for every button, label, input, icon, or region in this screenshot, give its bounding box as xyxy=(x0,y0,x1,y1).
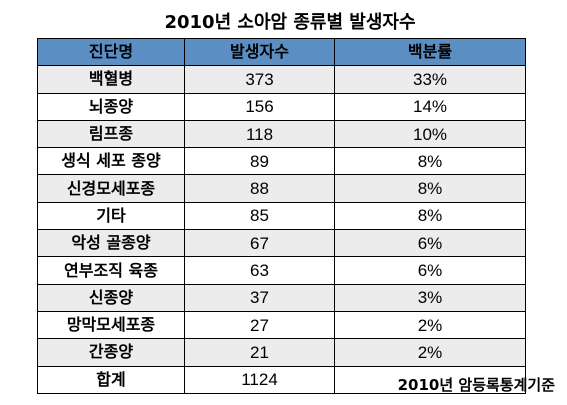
header-cases: 발생자수 xyxy=(184,37,335,67)
cell-total-cases: 1124 xyxy=(184,365,335,394)
header-percent: 백분률 xyxy=(334,37,526,67)
cell-total-label: 합계 xyxy=(37,365,185,394)
table-row: 신종양 37 3% xyxy=(37,283,526,312)
cell-cases: 373 xyxy=(184,65,335,94)
cell-diagnosis: 악성 골종양 xyxy=(37,229,185,258)
cell-cases: 63 xyxy=(184,256,335,285)
cell-diagnosis: 뇌종양 xyxy=(37,92,185,121)
cell-cases: 88 xyxy=(184,174,335,203)
table-row: 뇌종양 156 14% xyxy=(37,92,526,121)
cell-percent: 10% xyxy=(334,119,526,149)
cell-diagnosis: 림프종 xyxy=(37,119,185,149)
source-note: 2010년 암등록통계기준 xyxy=(397,376,555,394)
cell-percent: 33% xyxy=(334,65,526,94)
cell-diagnosis: 기타 xyxy=(37,201,185,231)
cell-percent: 2% xyxy=(334,310,526,340)
cell-percent: 6% xyxy=(334,256,526,285)
cell-cases: 27 xyxy=(184,310,335,340)
cell-percent: 14% xyxy=(334,92,526,121)
cell-cases: 21 xyxy=(184,338,335,367)
cell-diagnosis: 연부조직 육종 xyxy=(37,256,185,285)
page-title: 2010년 소아암 종류별 발생자수 xyxy=(164,12,416,33)
table-row: 림프종 118 10% xyxy=(37,119,526,149)
table-row: 생식 세포 종양 89 8% xyxy=(37,147,526,176)
table-row: 연부조직 육종 63 6% xyxy=(37,256,526,285)
table-row: 신경모세포종 88 8% xyxy=(37,174,526,203)
cell-diagnosis: 신종양 xyxy=(37,283,185,312)
cell-percent: 6% xyxy=(334,229,526,258)
cell-diagnosis: 신경모세포종 xyxy=(37,174,185,203)
header-diagnosis: 진단명 xyxy=(37,37,185,67)
cell-diagnosis: 백혈병 xyxy=(37,65,185,94)
cell-percent: 3% xyxy=(334,283,526,312)
cell-diagnosis: 간종양 xyxy=(37,338,185,367)
table-row: 망막모세포종 27 2% xyxy=(37,310,526,340)
cell-percent: 8% xyxy=(334,147,526,176)
incidence-table: 진단명 발생자수 백분률 백혈병 373 33% 뇌종양 156 14% 림프종… xyxy=(37,37,526,394)
table-row: 기타 85 8% xyxy=(37,201,526,231)
cell-percent: 8% xyxy=(334,201,526,231)
total-row: 합계 1124 xyxy=(37,365,526,394)
cell-diagnosis: 망막모세포종 xyxy=(37,310,185,340)
table-header-row: 진단명 발생자수 백분률 xyxy=(37,37,526,67)
cell-cases: 89 xyxy=(184,147,335,176)
cell-cases: 85 xyxy=(184,201,335,231)
table-row: 악성 골종양 67 6% xyxy=(37,229,526,258)
cell-cases: 37 xyxy=(184,283,335,312)
cell-cases: 67 xyxy=(184,229,335,258)
cell-percent: 8% xyxy=(334,174,526,203)
cell-diagnosis: 생식 세포 종양 xyxy=(37,147,185,176)
table-row: 백혈병 373 33% xyxy=(37,65,526,94)
cell-cases: 156 xyxy=(184,92,335,121)
cell-cases: 118 xyxy=(184,119,335,149)
cell-total-percent xyxy=(334,365,526,394)
cell-percent: 2% xyxy=(334,338,526,367)
table-row: 간종양 21 2% xyxy=(37,338,526,367)
